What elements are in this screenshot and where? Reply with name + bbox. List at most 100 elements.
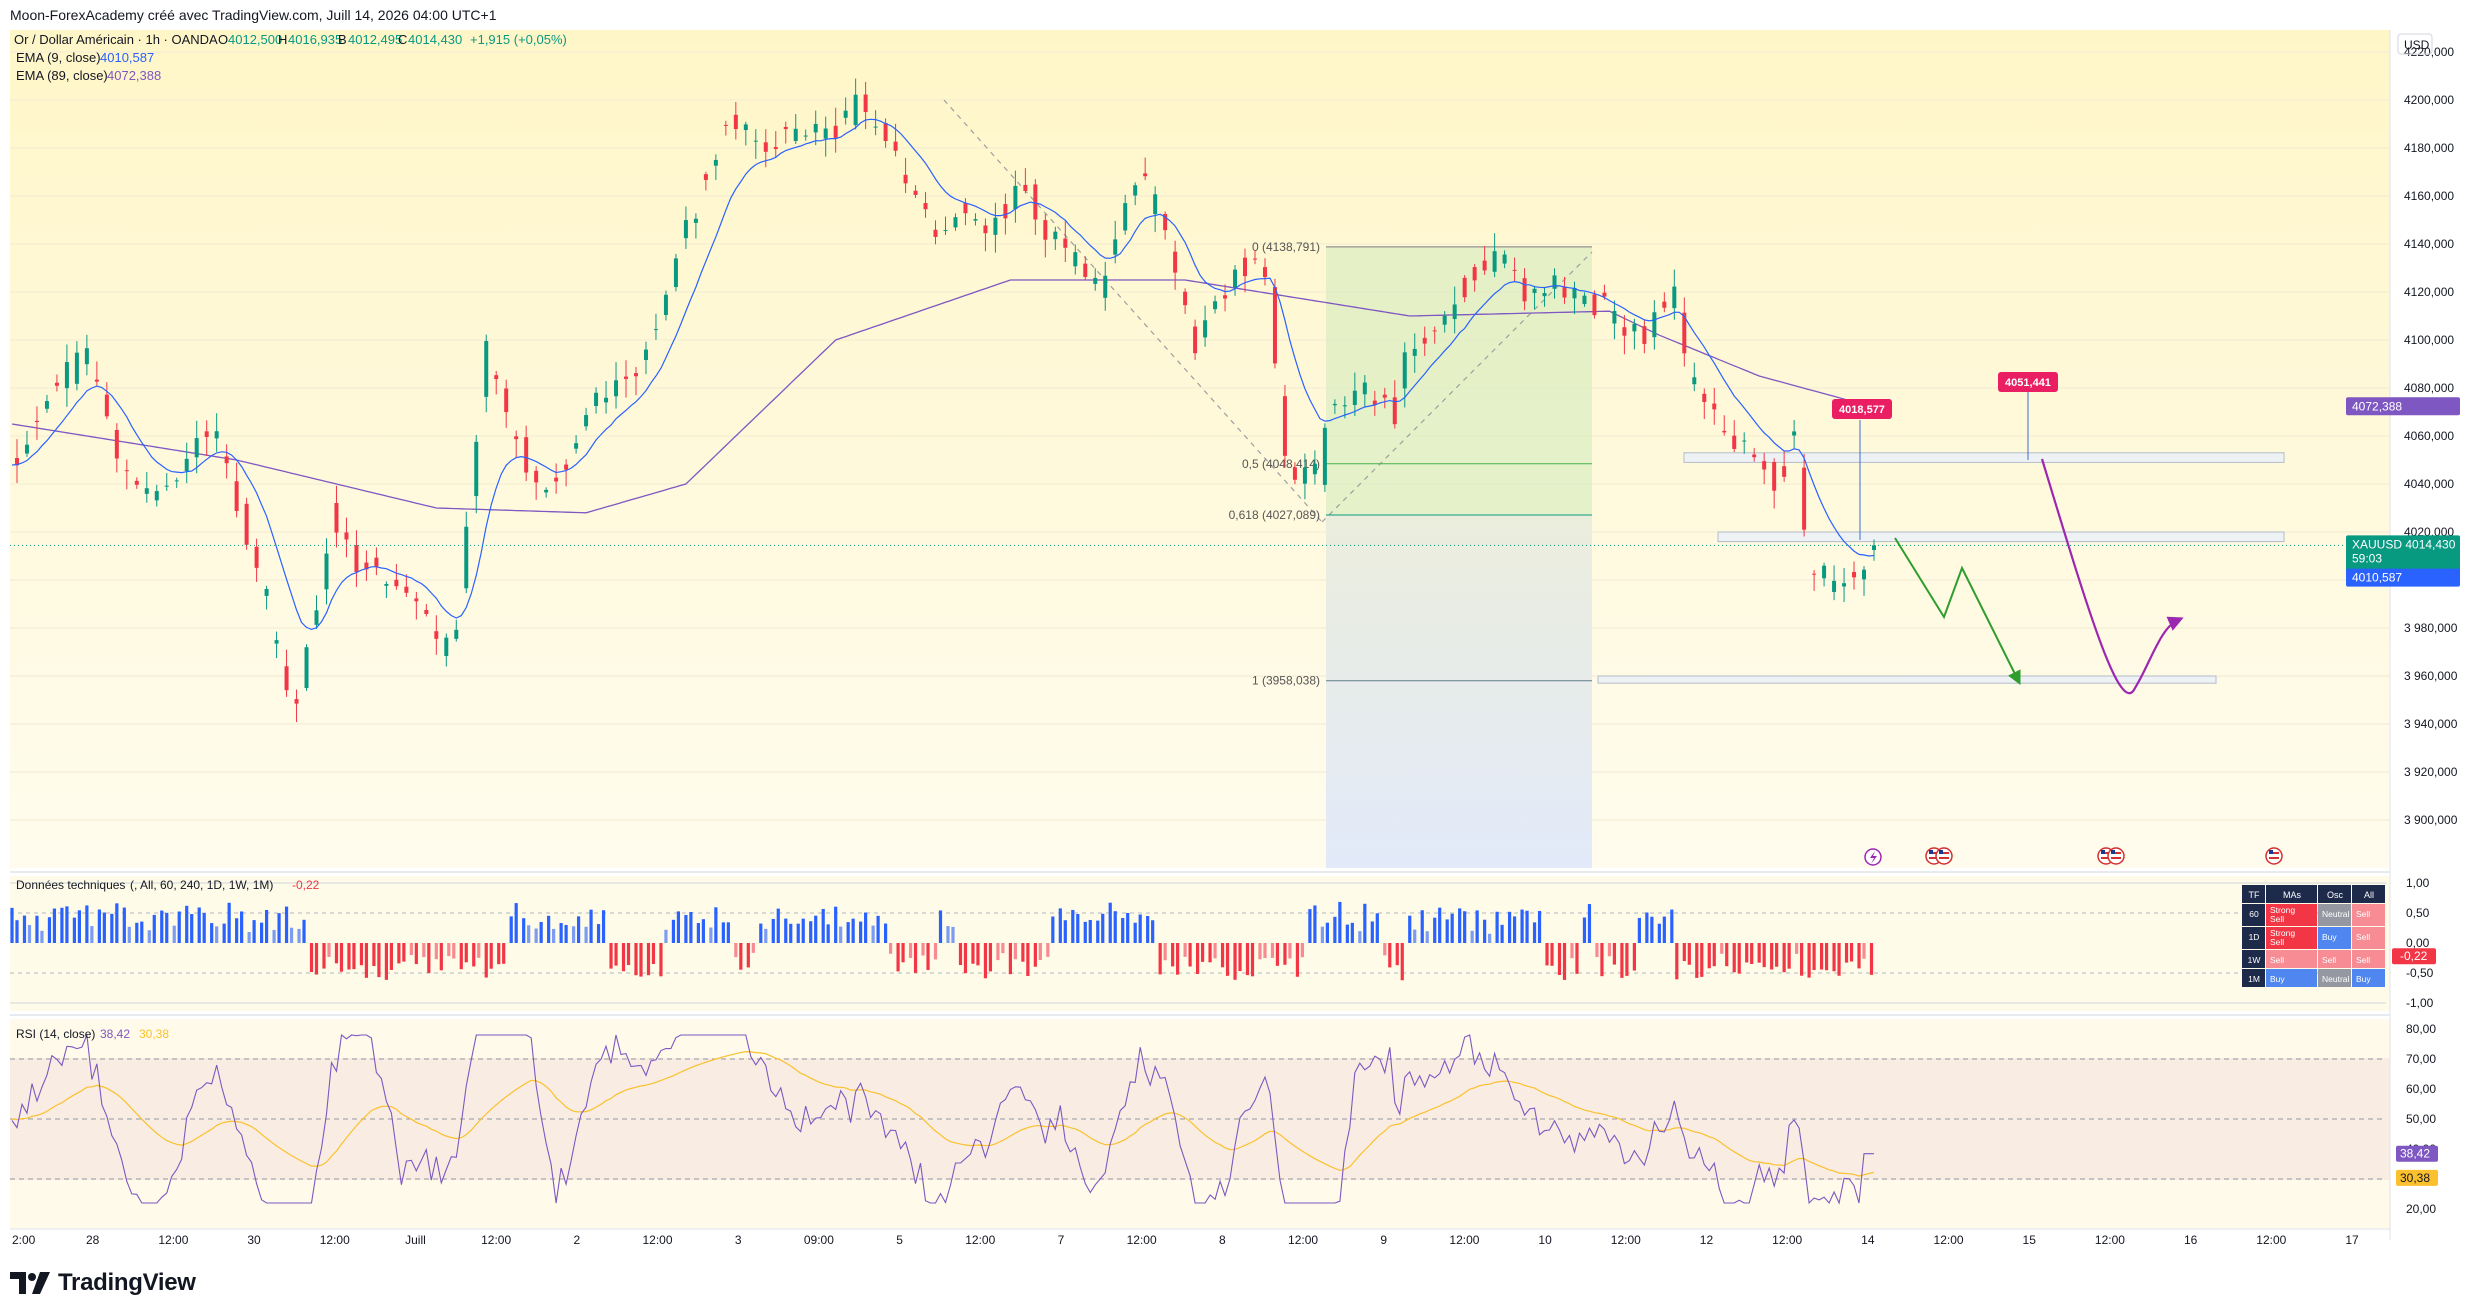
candle[interactable] (334, 485, 339, 548)
candle[interactable] (1083, 256, 1088, 281)
projection-arrow-green[interactable] (1894, 537, 2021, 686)
candle[interactable] (104, 382, 109, 420)
candle[interactable] (933, 220, 938, 245)
candle[interactable] (444, 633, 449, 667)
candle[interactable] (1822, 562, 1827, 587)
rsi-ma-line[interactable] (11, 1050, 1875, 1177)
candle[interactable] (454, 619, 459, 642)
risk-zone-box[interactable] (1326, 514, 1592, 868)
candle[interactable] (1362, 375, 1367, 407)
candle[interactable] (1332, 399, 1337, 414)
candle[interactable] (1043, 213, 1048, 258)
candle[interactable] (24, 430, 29, 457)
candle[interactable] (1512, 257, 1517, 282)
candle[interactable] (1133, 182, 1138, 206)
candle[interactable] (74, 341, 79, 391)
candle[interactable] (1153, 186, 1158, 233)
candle[interactable] (743, 121, 748, 146)
candle[interactable] (1482, 246, 1487, 275)
candle[interactable] (1842, 567, 1847, 603)
candle[interactable] (1712, 387, 1717, 425)
candle[interactable] (1782, 450, 1787, 482)
candle[interactable] (374, 547, 379, 576)
candle[interactable] (324, 538, 329, 605)
candle[interactable] (14, 439, 19, 484)
candle[interactable] (394, 563, 399, 590)
candle[interactable] (1243, 248, 1248, 293)
candle[interactable] (1382, 387, 1387, 409)
candle[interactable] (1462, 275, 1467, 303)
candle[interactable] (174, 477, 179, 488)
ema9-legend-label[interactable]: EMA (9, close) (16, 50, 101, 65)
ema9-price-tag[interactable]: 4010,587 (2346, 568, 2460, 587)
candle[interactable] (1013, 170, 1018, 223)
candle[interactable] (1312, 450, 1317, 485)
candle[interactable] (284, 649, 289, 697)
candle[interactable] (34, 406, 39, 440)
candle[interactable] (863, 81, 868, 130)
candle[interactable] (144, 471, 149, 503)
candle[interactable] (434, 615, 439, 655)
candle[interactable] (1163, 211, 1168, 240)
candle[interactable] (214, 413, 219, 452)
candle[interactable] (274, 631, 279, 659)
candle[interactable] (1552, 268, 1557, 299)
candle[interactable] (1203, 305, 1208, 347)
candle[interactable] (913, 185, 918, 198)
candle[interactable] (1252, 250, 1257, 265)
candle[interactable] (114, 423, 119, 473)
candle[interactable] (663, 290, 668, 321)
candle[interactable] (1632, 318, 1637, 350)
candle[interactable] (1173, 240, 1178, 290)
candle[interactable] (793, 114, 798, 144)
price-callout[interactable]: 4051,441 (1998, 372, 2058, 392)
candle[interactable] (1562, 276, 1567, 304)
candle[interactable] (1722, 415, 1727, 436)
candle[interactable] (1572, 281, 1577, 314)
candle[interactable] (643, 341, 648, 375)
candle[interactable] (1732, 420, 1737, 453)
candle[interactable] (1143, 157, 1148, 181)
candle[interactable] (803, 129, 808, 141)
candle[interactable] (943, 216, 948, 236)
candle[interactable] (733, 102, 738, 140)
candle[interactable] (1772, 458, 1777, 509)
candle[interactable] (1682, 297, 1687, 367)
rsi-title[interactable]: RSI (14, close) (16, 1027, 95, 1041)
candle[interactable] (1412, 333, 1417, 373)
candle[interactable] (1213, 295, 1218, 314)
candle[interactable] (1642, 320, 1647, 354)
candle[interactable] (604, 381, 609, 414)
candle[interactable] (64, 344, 69, 407)
candle[interactable] (1272, 278, 1277, 369)
candle[interactable] (134, 477, 139, 489)
candle[interactable] (1542, 287, 1547, 307)
candle[interactable] (94, 361, 99, 386)
candle[interactable] (424, 604, 429, 617)
candle[interactable] (564, 459, 569, 487)
candle[interactable] (504, 379, 509, 428)
candle[interactable] (594, 387, 599, 414)
candle[interactable] (54, 374, 59, 392)
candle[interactable] (474, 434, 479, 514)
candle[interactable] (1832, 565, 1837, 601)
candle[interactable] (264, 585, 269, 610)
support-resistance-zone[interactable] (1717, 531, 2285, 543)
candle[interactable] (554, 463, 559, 494)
candle[interactable] (993, 202, 998, 253)
candle[interactable] (1672, 269, 1677, 320)
candle[interactable] (314, 595, 319, 629)
ema89-legend-label[interactable]: EMA (89, close) (16, 68, 108, 83)
candle[interactable] (1282, 385, 1287, 468)
candle[interactable] (1792, 419, 1797, 449)
candle[interactable] (1123, 194, 1128, 235)
candle[interactable] (853, 78, 858, 130)
candle[interactable] (524, 425, 529, 482)
candle[interactable] (633, 366, 638, 396)
candle[interactable] (1652, 300, 1657, 350)
projection-arrow-purple[interactable] (2040, 458, 2184, 695)
candle[interactable] (753, 129, 758, 159)
candle[interactable] (1762, 452, 1767, 485)
candle[interactable] (973, 213, 978, 226)
